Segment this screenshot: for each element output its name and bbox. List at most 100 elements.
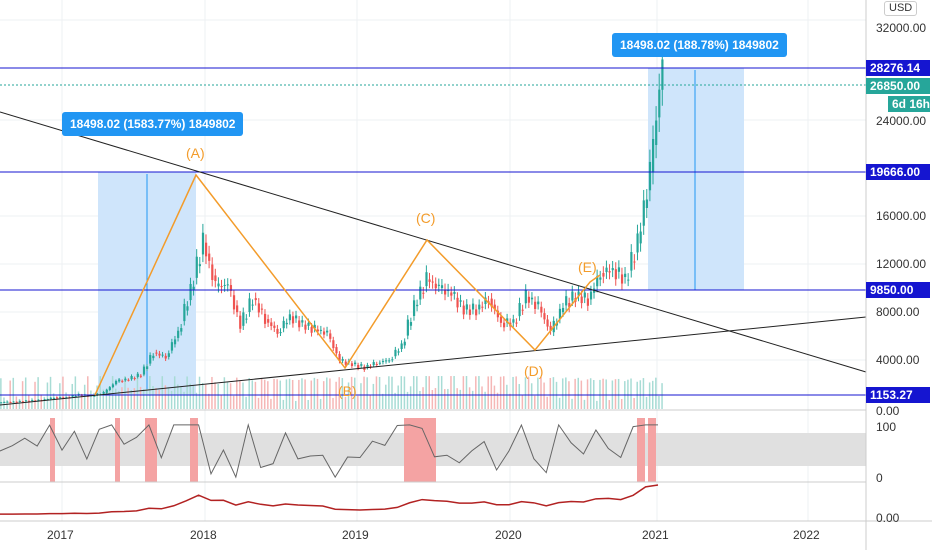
wave-label-e: (E)	[578, 259, 597, 275]
candle	[341, 359, 344, 361]
volume-bar	[633, 397, 635, 409]
candle	[24, 400, 28, 402]
time-tick: 2022	[793, 528, 820, 542]
volume-bar	[195, 392, 198, 409]
candle	[223, 284, 226, 286]
volume-bar	[220, 394, 223, 409]
candle	[105, 389, 108, 393]
candle	[354, 362, 357, 365]
volume-bar	[99, 376, 101, 409]
volume-bar	[471, 390, 474, 409]
price-tag-1153: 1153.27	[866, 387, 930, 403]
candle	[524, 290, 527, 304]
volume-bar	[155, 388, 157, 409]
rsi-highlight	[115, 418, 120, 482]
volume-bar	[627, 379, 629, 409]
volume-bar	[180, 386, 182, 409]
volume-bar	[561, 378, 564, 409]
candle	[394, 349, 397, 357]
volume-bar	[40, 394, 42, 409]
trendline-ascending[interactable]	[0, 316, 867, 406]
candle	[568, 302, 571, 308]
candle	[599, 277, 602, 280]
volume-bar	[248, 377, 250, 409]
rsi-highlight	[637, 418, 645, 482]
time-tick: 2017	[47, 528, 74, 542]
candle	[208, 253, 211, 261]
candle	[335, 347, 338, 354]
candle	[214, 275, 217, 282]
volume-bar	[236, 377, 238, 409]
candle	[56, 397, 59, 399]
volume-bar	[354, 377, 356, 409]
candle	[170, 342, 174, 351]
candle	[329, 333, 332, 339]
candle	[344, 361, 347, 365]
candle	[31, 400, 34, 402]
time-tick: 2021	[642, 528, 669, 542]
volume-bar	[518, 384, 521, 409]
candle	[444, 289, 447, 295]
volume-bar	[552, 377, 555, 409]
candle	[431, 281, 434, 283]
elliott-wave-zigzag[interactable]	[94, 173, 601, 396]
candle	[540, 306, 543, 313]
volume-bar	[52, 393, 55, 409]
volume-bar	[149, 376, 151, 409]
volume-bar	[313, 377, 316, 409]
volume-bar	[574, 378, 576, 409]
volume-bar	[599, 379, 601, 409]
candle	[543, 313, 546, 320]
candle	[639, 231, 642, 244]
volume-bar	[130, 389, 132, 409]
candle	[260, 308, 264, 310]
volume-bar	[422, 387, 424, 409]
candle	[620, 274, 624, 284]
volume-bar	[434, 388, 437, 409]
wave-label-c: (C)	[416, 210, 436, 226]
candle	[195, 256, 198, 278]
volume-bar	[515, 376, 517, 409]
volume-bar	[242, 382, 244, 409]
candle	[549, 325, 552, 331]
volume-bar	[475, 376, 477, 409]
volume-bar	[24, 377, 27, 409]
candle	[282, 320, 285, 329]
volume-bar	[136, 376, 139, 409]
candle	[580, 296, 583, 304]
currency-button[interactable]: USD	[884, 1, 918, 16]
volume-bar	[496, 392, 499, 409]
volume-bar	[465, 376, 468, 409]
candle	[167, 353, 170, 357]
volume-bar	[543, 382, 545, 409]
candle	[397, 351, 400, 353]
candle	[350, 363, 354, 367]
candle	[316, 329, 319, 332]
trendline-descending[interactable]	[0, 111, 867, 373]
candle	[322, 331, 326, 335]
volume-bar	[391, 376, 393, 409]
measure-box-right	[648, 68, 744, 290]
volume-bar	[77, 391, 80, 409]
candle	[124, 378, 127, 381]
candle	[155, 352, 158, 354]
volume-bar	[285, 379, 288, 409]
volume-bar	[3, 397, 5, 409]
volume-bar	[12, 377, 15, 409]
candle	[18, 400, 21, 402]
volume-bar	[648, 382, 651, 409]
volume-bar	[192, 385, 195, 409]
volume-bar	[478, 376, 480, 409]
volume-bar	[223, 377, 226, 409]
volume-bar	[298, 379, 300, 409]
candle	[558, 308, 562, 319]
candle	[475, 309, 478, 316]
candle	[406, 319, 409, 336]
volume-bar	[372, 383, 375, 409]
volume-bar	[270, 398, 272, 409]
volume-bar	[260, 378, 263, 409]
candle	[655, 120, 658, 145]
volume-bar	[440, 376, 443, 409]
volume-bar	[484, 391, 486, 409]
